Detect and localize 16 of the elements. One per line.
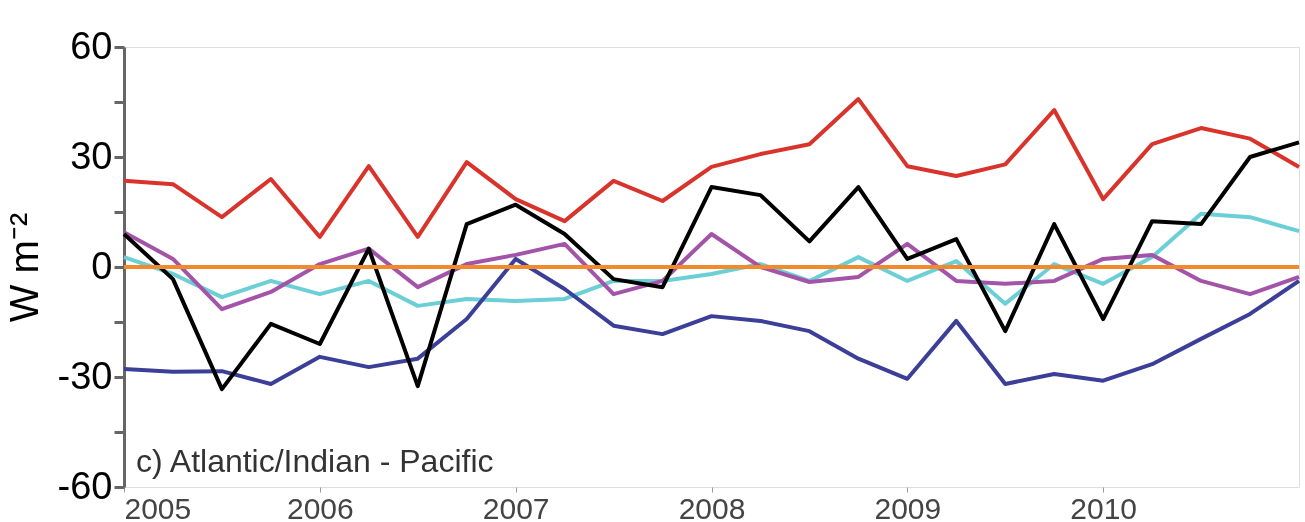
x-tick-label: 2006 xyxy=(286,491,354,522)
y-tick-label: 30 xyxy=(70,134,113,177)
x-tick-label: 2010 xyxy=(1070,491,1138,522)
y-axis-title: W m⁻² xyxy=(1,212,46,323)
y-tick-label: 0 xyxy=(91,244,113,287)
annotation: c) Atlantic/Indian - Pacific xyxy=(136,443,494,479)
x-tick-label: 2005 xyxy=(124,491,192,522)
y-tick-label: -30 xyxy=(57,354,113,397)
line-series xyxy=(122,140,1301,392)
x-tick-label: 2009 xyxy=(874,491,942,522)
x-tick-label: 2007 xyxy=(482,491,550,522)
line-series xyxy=(122,256,1301,386)
y-tick-label: -60 xyxy=(57,464,113,507)
y-tick-label: 60 xyxy=(70,24,113,67)
x-tick-label: 2008 xyxy=(678,491,746,522)
line-series xyxy=(122,97,1301,239)
